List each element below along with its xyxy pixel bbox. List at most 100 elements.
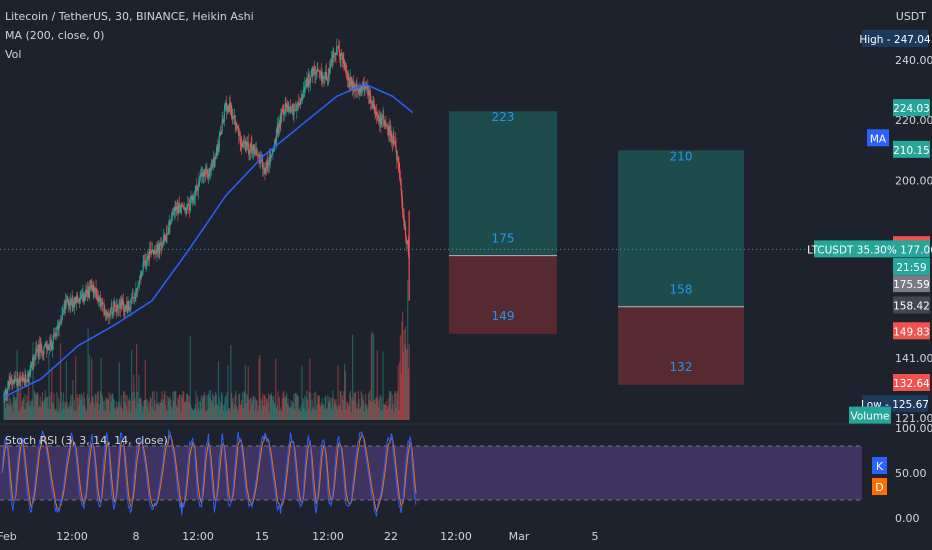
volume-bar (199, 401, 202, 420)
volume-bar (286, 392, 288, 420)
volume-bar (325, 408, 328, 420)
candle-body (368, 90, 370, 96)
candle-body (251, 145, 253, 154)
candle-body (191, 196, 193, 198)
candle-body (223, 118, 225, 123)
candle-body (288, 108, 290, 112)
volume-bar (331, 397, 333, 420)
volume-bar (188, 396, 191, 420)
candle-body (148, 258, 150, 259)
volume-bar (56, 391, 58, 420)
candle-body (278, 123, 280, 133)
candle-body (391, 133, 393, 143)
candle-body (170, 222, 172, 225)
volume-bar (197, 408, 199, 420)
candle-body (249, 143, 252, 153)
volume-bar (139, 397, 141, 420)
candle-body (151, 250, 154, 252)
volume-bar (265, 397, 267, 420)
candle-body (349, 78, 352, 88)
volume-bar (260, 410, 262, 420)
candle-body (345, 70, 347, 72)
candle-body (253, 144, 255, 151)
candle-body (157, 244, 159, 251)
candle-body (404, 225, 407, 237)
ma-legend[interactable]: MA (200, close, 0) (5, 29, 105, 42)
candle-body (28, 372, 30, 376)
volume-bar (194, 404, 196, 420)
volume-bar (215, 391, 217, 420)
vol-legend[interactable]: Vol (5, 48, 22, 61)
candle-body (254, 150, 256, 154)
candle-body (406, 242, 408, 244)
volume-bar (289, 407, 291, 420)
volume-bar (153, 390, 155, 420)
volume-bar (277, 391, 279, 420)
chart-title[interactable]: Litecoin / TetherUS, 30, BINANCE, Heikin… (5, 10, 254, 23)
stoch-k-line[interactable] (1, 428, 417, 518)
volume-bar (251, 399, 254, 420)
volume-bar (267, 402, 269, 420)
stoch-rsi-legend[interactable]: Stoch RSI (3, 3, 14, 14, close) (5, 434, 168, 447)
candle-body (17, 377, 19, 386)
candle-body (292, 104, 294, 115)
volume-bar (80, 393, 83, 420)
price-axis: 100.00 50.00 0.00 KD 240.00 220.00 200.00 141.0… (0, 54, 932, 525)
volume-bar (329, 404, 331, 420)
candle-body (215, 155, 217, 157)
volume-bar (363, 411, 365, 420)
volume-bar (45, 397, 47, 420)
volume-bar (382, 351, 384, 420)
volume-bar (179, 394, 181, 420)
volume-bar (141, 411, 144, 420)
candle-body (37, 350, 39, 357)
candle-body (54, 332, 56, 337)
volume-bar (47, 408, 49, 420)
candle-body (256, 149, 258, 156)
volume-bar (338, 406, 340, 420)
profit-zone[interactable] (449, 111, 557, 256)
volume-bar (94, 393, 96, 420)
volume-bar (263, 395, 265, 420)
volume-bar (145, 399, 147, 420)
volume-bar (200, 395, 202, 420)
candle-body (156, 244, 158, 253)
loss-zone[interactable] (449, 255, 557, 334)
volume-bar (342, 399, 344, 420)
candle-body (328, 69, 330, 77)
profit-zone[interactable] (618, 150, 744, 307)
volume-bar (23, 409, 25, 420)
volume-bar (67, 405, 70, 420)
candle-body (237, 126, 239, 129)
loss-zone[interactable] (618, 306, 744, 385)
volume-bar (136, 391, 138, 420)
candle-body (201, 172, 204, 177)
price-label-text: 158.42 (893, 300, 930, 312)
volume-bar (328, 401, 330, 420)
volume-bar (316, 404, 318, 420)
candle-body (179, 204, 181, 213)
volume-bar (228, 408, 230, 420)
candle-body (178, 203, 180, 214)
candle-body (352, 81, 354, 90)
ma-line[interactable] (3, 83, 414, 398)
candle-body (161, 246, 163, 248)
candle-body (238, 133, 241, 136)
candle-body (302, 90, 304, 94)
volume-bar (226, 392, 228, 420)
price-label-box (867, 129, 889, 147)
candle-body (126, 307, 128, 313)
volume-bar (326, 408, 328, 420)
volume-bar (304, 395, 306, 420)
price-label-text: 224.03 (893, 103, 930, 115)
candle-body (197, 184, 199, 191)
volume-bar (309, 393, 312, 420)
candle-body (372, 101, 374, 108)
volume-bar (154, 400, 156, 420)
volume-bar (175, 391, 177, 420)
candle-body (299, 103, 301, 105)
volume-bar (287, 398, 289, 420)
candle-body (188, 206, 191, 211)
